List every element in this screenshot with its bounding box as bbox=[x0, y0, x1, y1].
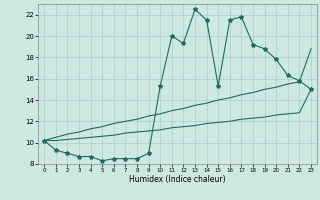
X-axis label: Humidex (Indice chaleur): Humidex (Indice chaleur) bbox=[129, 175, 226, 184]
